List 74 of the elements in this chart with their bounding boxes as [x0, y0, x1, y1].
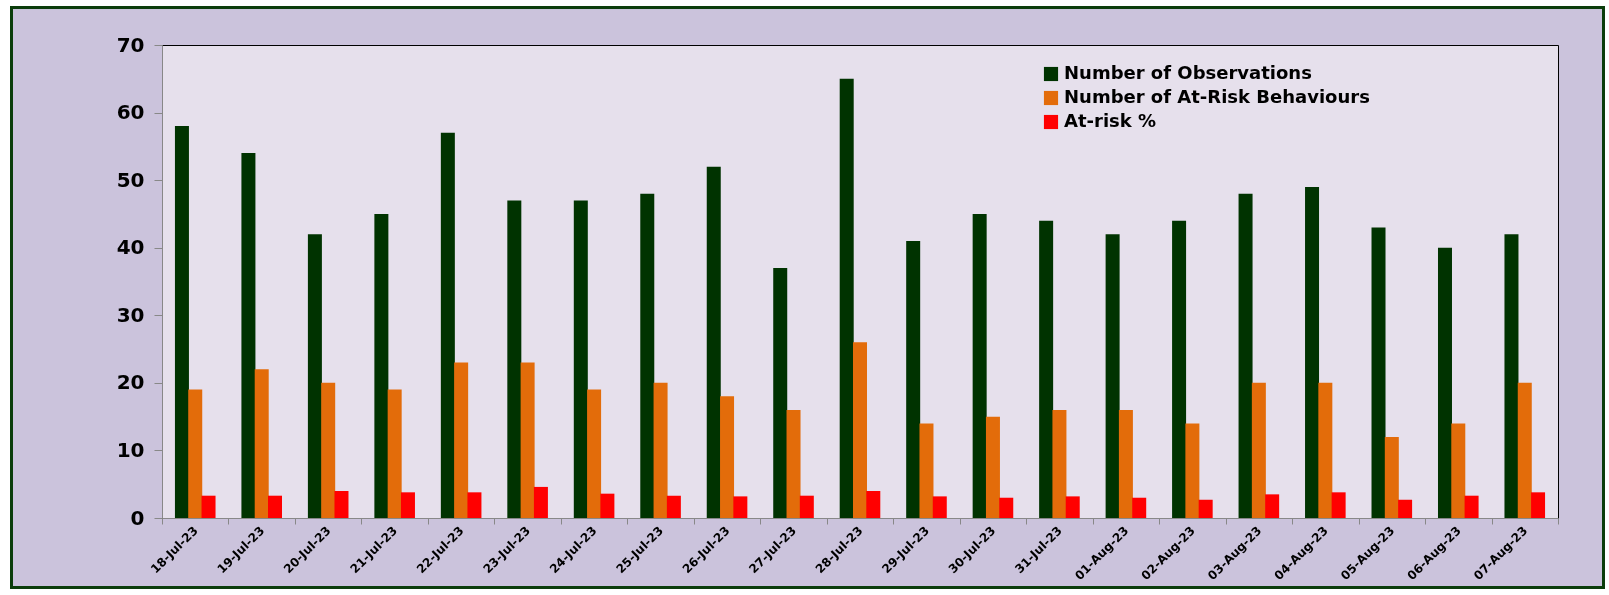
bar [919, 423, 934, 518]
bar [866, 490, 881, 518]
bar [1331, 492, 1346, 518]
y-tick-label: 30 [116, 302, 145, 327]
bar [201, 495, 216, 518]
bar [188, 389, 203, 518]
legend-label: At-risk % [1064, 110, 1157, 131]
bar [972, 213, 987, 518]
bar [467, 492, 482, 518]
bar [666, 495, 681, 518]
bar [387, 389, 402, 518]
bar [1437, 247, 1452, 518]
bar [1039, 220, 1054, 518]
y-tick-label: 40 [116, 235, 145, 260]
bar [999, 497, 1014, 518]
bar [1105, 234, 1120, 518]
bar [906, 240, 921, 518]
bar [733, 496, 748, 518]
bar [653, 382, 668, 518]
bar [932, 496, 947, 518]
bar [587, 389, 602, 518]
bar [1464, 495, 1479, 518]
bar [1238, 193, 1253, 518]
y-tick-label: 60 [116, 100, 145, 125]
bar [1371, 227, 1386, 518]
bar [241, 153, 256, 518]
bar [1172, 220, 1187, 518]
bar [1251, 382, 1266, 518]
bar [374, 213, 389, 518]
bar [454, 362, 469, 518]
bar [1052, 409, 1067, 518]
bar [174, 126, 189, 518]
bar [1198, 499, 1213, 518]
bar [1384, 436, 1399, 518]
bar [985, 416, 1000, 518]
bar [600, 493, 615, 518]
bar [507, 200, 522, 518]
bar [1265, 494, 1280, 518]
bar [1451, 423, 1466, 518]
bar [307, 234, 322, 518]
bar [1517, 382, 1532, 518]
y-tick-label: 10 [116, 437, 145, 462]
bar [334, 490, 349, 518]
bar [1305, 186, 1320, 518]
bar [720, 396, 735, 518]
bar [520, 362, 535, 518]
bar [1318, 382, 1333, 518]
y-tick-label: 0 [130, 505, 145, 530]
legend-label: Number of At-Risk Behaviours [1064, 86, 1370, 107]
bar [268, 495, 283, 518]
bar [706, 166, 721, 518]
bar [773, 267, 788, 518]
bar [640, 193, 655, 518]
bar [1118, 409, 1133, 518]
bar [1398, 499, 1413, 518]
y-tick-label: 70 [116, 32, 145, 57]
bar [1185, 423, 1200, 518]
legend-label: Number of Observations [1064, 62, 1312, 83]
bar [853, 342, 867, 518]
bar [1132, 497, 1147, 518]
bar [839, 78, 854, 518]
bar [573, 200, 588, 518]
bar [533, 486, 548, 518]
bar [1531, 492, 1546, 518]
bar [1065, 496, 1080, 518]
bar [254, 369, 269, 518]
bar [400, 492, 415, 518]
bar [786, 409, 801, 518]
y-tick-label: 20 [116, 370, 145, 395]
bar [799, 495, 814, 518]
bar [440, 132, 455, 518]
bar [1504, 234, 1519, 518]
y-tick-label: 50 [116, 167, 145, 192]
bar [321, 382, 336, 518]
